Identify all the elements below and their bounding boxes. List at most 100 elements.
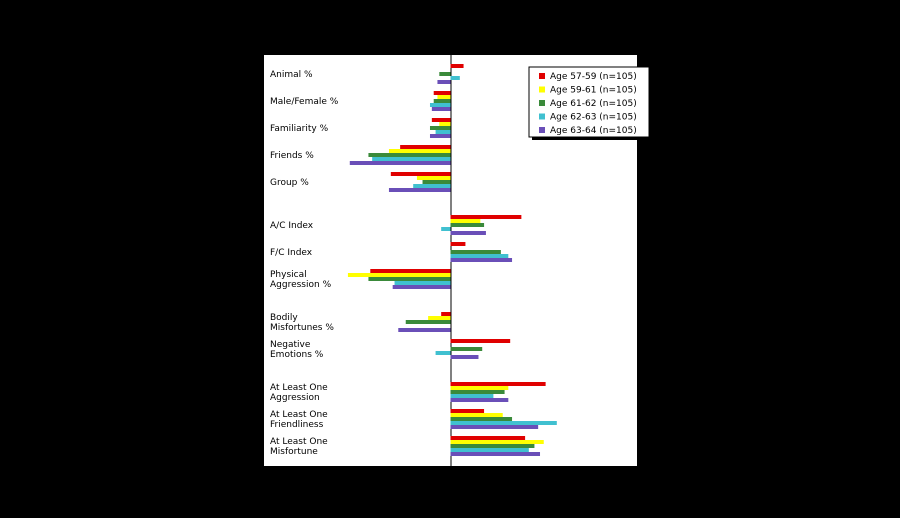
bar [398,328,451,332]
category-label: At Least One [270,437,328,447]
bar [450,398,509,402]
bar [450,215,522,219]
bar [450,382,546,386]
category-label: Negative [270,340,311,350]
bar [450,250,501,254]
bar [435,130,451,134]
bar [450,219,481,223]
tick-label-bottom: -.80 [292,473,312,484]
bar [422,180,451,184]
category-label: Physical [270,270,307,280]
bar [437,80,451,84]
bar [450,231,486,235]
tick-label-top: +.60 [550,40,574,51]
bar [439,122,451,126]
bar [450,386,509,390]
legend-label: Age 62-63 (n=105) [550,113,637,123]
bars [347,64,557,456]
bar [450,390,505,394]
bar [450,440,544,444]
bar [405,320,451,324]
category-label: Misfortunes % [270,323,334,333]
bar [413,184,451,188]
bar [400,145,451,149]
tick-label-top: +1.00 [622,40,653,51]
category-label: Friendliness [270,420,324,430]
legend-label: Age 63-64 (n=105) [550,126,637,136]
bar [388,188,451,192]
bar [450,417,513,421]
tick-label-bottom: +.20 [476,473,500,484]
tick-label-top: -.60 [329,40,349,51]
legend-swatch [539,100,545,106]
legend: Age 57-59 (n=105) Age 59-61 (n=105) Age 61… [528,66,652,140]
bar [450,76,460,80]
bar [450,448,529,452]
bar [450,347,483,351]
legend-swatch [539,113,545,120]
bar [431,107,451,111]
legend-label: Age 61-62 (n=105) [550,99,637,109]
tick-label-bottom: -.60 [329,473,349,484]
category-label: Aggression [270,393,320,403]
category-label: At Least One [270,383,328,393]
legend-box [528,66,650,138]
bar [433,91,451,95]
legend-label: Age 59-61 (n=105) [550,86,637,96]
category-label: A/C Index [270,221,314,231]
bar [450,254,509,258]
category-label: At Least One [270,410,328,420]
bar [390,172,451,176]
bar [429,134,451,138]
tick-label-bottom: -.20 [403,473,423,484]
tick-label-top: -1.00 [251,40,277,51]
bar [450,444,535,448]
bar [450,409,485,413]
bar [450,339,511,343]
legend-swatch [539,73,545,79]
legend-swatch [539,86,545,93]
bar [394,281,451,285]
bar [450,258,513,262]
bar [370,269,451,273]
bar [368,277,451,281]
category-label: Emotions % [270,350,324,360]
bar [450,394,494,398]
bar [349,161,451,165]
bar [428,316,451,320]
category-label: Group % [270,178,309,188]
tick-label-bottom: +1.00 [622,473,653,484]
bar [450,242,466,246]
category-label: Aggression % [270,280,332,290]
bar [450,223,485,227]
bar [392,285,451,289]
tick-label-top: -.40 [366,40,386,51]
bar [437,95,451,99]
tick-label-bottom: +.60 [550,473,574,484]
bar [433,99,451,103]
legend-swatch [539,127,545,133]
bar [439,72,451,76]
category-label: Animal % [270,70,313,80]
tick-label-bottom: 0 [447,473,453,484]
bar [347,273,451,277]
tick-label-top: -.20 [403,40,423,51]
tick-label-top: +.40 [513,40,537,51]
bar [450,425,539,429]
bar [450,421,557,425]
tick-label-top: +.80 [588,40,612,51]
bar [441,227,451,231]
category-label: F/C Index [270,248,313,258]
bar [450,413,503,417]
tick-label-bottom: -1.00 [251,473,277,484]
bar [450,64,464,68]
bar [372,157,451,161]
tick-label-bottom: +.80 [588,473,612,484]
bar [435,351,451,355]
tick-label-bottom: -.40 [366,473,386,484]
category-label: Male/Female % [270,97,339,107]
bar [388,149,451,153]
top-axis-ticks: -1.00 -.80 -.60 -.40 -.20 0 +.20 +.40 +.60 +.80 +1… [251,40,652,55]
bar [450,452,541,456]
